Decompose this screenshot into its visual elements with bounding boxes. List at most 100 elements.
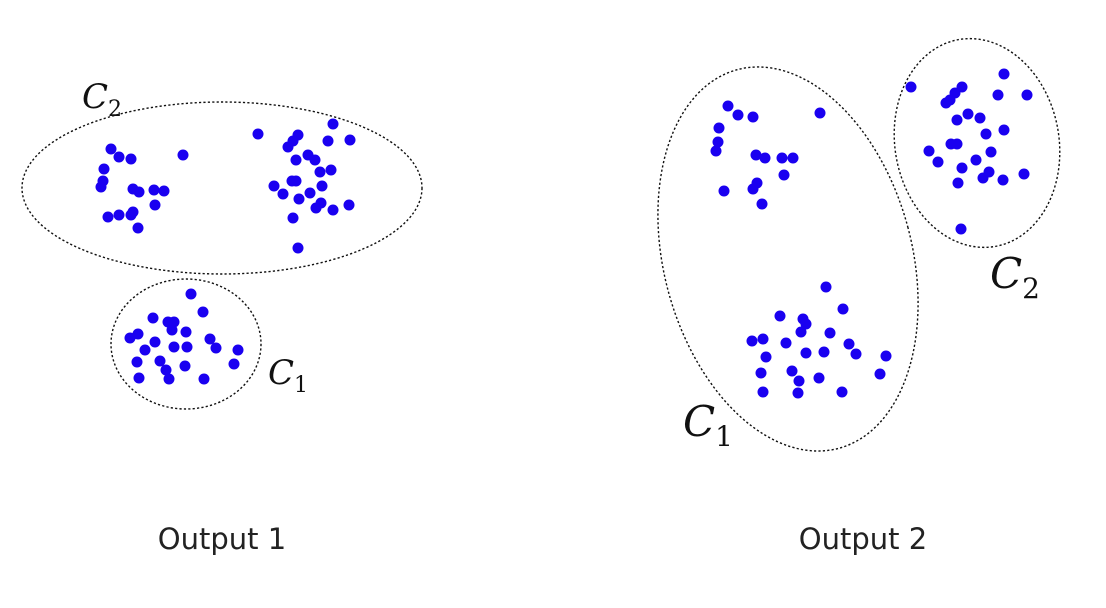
data-point (168, 341, 180, 353)
cluster-label-c2-output-1: C2 (82, 77, 122, 122)
data-point (955, 223, 967, 235)
data-point (850, 348, 862, 360)
data-point (131, 356, 143, 368)
data-point (180, 326, 192, 338)
data-point (132, 222, 144, 234)
data-point (102, 211, 114, 223)
data-point (837, 303, 849, 315)
data-point (800, 318, 812, 330)
data-point (181, 341, 193, 353)
data-point (95, 181, 107, 193)
data-point (149, 336, 161, 348)
points-group-output-1-right (252, 118, 356, 254)
data-point (974, 112, 986, 124)
caption-output-2: Output 2 (798, 522, 928, 556)
data-point (287, 212, 299, 224)
data-point (293, 193, 305, 205)
data-point (185, 288, 197, 300)
data-point (747, 183, 759, 195)
data-point (105, 143, 117, 155)
points-group-output-2-top-right (905, 68, 1033, 235)
data-point (166, 324, 178, 336)
points-group-output-2-top-left (710, 100, 826, 210)
data-point (952, 177, 964, 189)
data-point (818, 346, 830, 358)
data-point (956, 162, 968, 174)
data-point (314, 166, 326, 178)
data-point (316, 180, 328, 192)
data-point (310, 202, 322, 214)
data-point (322, 135, 334, 147)
data-point (756, 198, 768, 210)
data-point (204, 333, 216, 345)
data-point (113, 151, 125, 163)
data-point (998, 68, 1010, 80)
data-point (124, 332, 136, 344)
data-point (880, 350, 892, 362)
data-point (997, 174, 1009, 186)
data-point (985, 146, 997, 158)
data-point (787, 152, 799, 164)
data-point (820, 281, 832, 293)
data-point (133, 186, 145, 198)
data-point (1018, 168, 1030, 180)
data-point (793, 375, 805, 387)
data-point (113, 209, 125, 221)
data-point (160, 364, 172, 376)
data-point (154, 355, 166, 367)
data-point (290, 175, 302, 187)
data-point (746, 335, 758, 347)
cluster-label-c2-output-2: C2 (990, 249, 1040, 305)
data-point (792, 387, 804, 399)
data-point (139, 344, 151, 356)
panel-output-2: C1 C2 (657, 37, 1061, 453)
data-point (836, 386, 848, 398)
data-point (277, 188, 289, 200)
data-point (710, 145, 722, 157)
data-point (983, 166, 995, 178)
data-point (158, 185, 170, 197)
data-point (750, 149, 762, 161)
data-point (718, 185, 730, 197)
data-point (282, 141, 294, 153)
data-point (940, 97, 952, 109)
data-point (149, 199, 161, 211)
data-point (747, 111, 759, 123)
data-point (759, 152, 771, 164)
data-point (970, 154, 982, 166)
data-point (980, 128, 992, 140)
data-point (722, 100, 734, 112)
data-point (327, 118, 339, 130)
data-point (252, 128, 264, 140)
data-point (343, 199, 355, 211)
data-point (228, 358, 240, 370)
data-point (732, 109, 744, 121)
caption-output-1: Output 1 (157, 522, 287, 556)
data-point (755, 367, 767, 379)
data-point (210, 342, 222, 354)
data-point (780, 337, 792, 349)
cluster-c1-outline-output-2 (657, 66, 919, 452)
data-point (163, 373, 175, 385)
data-point (962, 108, 974, 120)
data-point (776, 152, 788, 164)
points-group-output-1-left (95, 143, 189, 234)
data-point (179, 360, 191, 372)
data-point (309, 154, 321, 166)
data-point (325, 164, 337, 176)
points-group-output-2-bottom (746, 281, 892, 399)
points-group-output-1-bottom (124, 288, 244, 385)
data-point (992, 89, 1004, 101)
data-point (290, 154, 302, 166)
cluster-c2-outline-output-1 (21, 101, 423, 275)
data-point (932, 156, 944, 168)
data-point (125, 153, 137, 165)
cluster-label-c1-output-2: C1 (683, 397, 733, 453)
data-point (760, 351, 772, 363)
data-point (344, 134, 356, 146)
data-point (177, 149, 189, 161)
data-point (197, 306, 209, 318)
data-point (998, 124, 1010, 136)
data-point (232, 344, 244, 356)
